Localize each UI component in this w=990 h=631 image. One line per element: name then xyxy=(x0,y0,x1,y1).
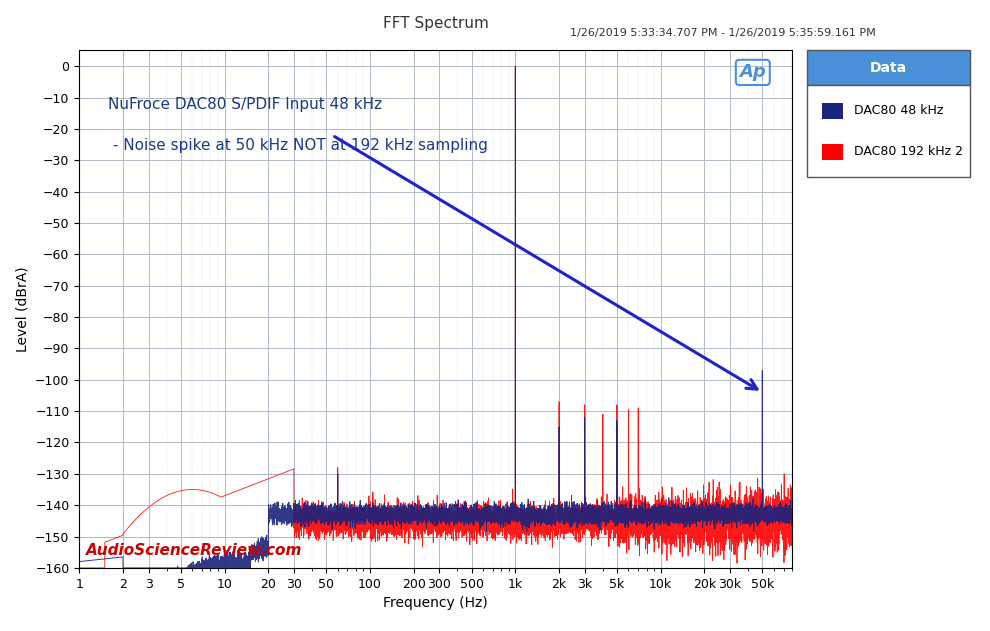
Text: Ap: Ap xyxy=(740,64,766,81)
Text: DAC80 192 kHz 2: DAC80 192 kHz 2 xyxy=(854,145,963,158)
Text: DAC80 48 kHz: DAC80 48 kHz xyxy=(854,104,943,117)
Y-axis label: Level (dBrA): Level (dBrA) xyxy=(16,266,30,352)
Text: NuFroce DAC80 S/PDIF Input 48 kHz: NuFroce DAC80 S/PDIF Input 48 kHz xyxy=(108,97,382,112)
Text: 1/26/2019 5:33:34.707 PM - 1/26/2019 5:35:59.161 PM: 1/26/2019 5:33:34.707 PM - 1/26/2019 5:3… xyxy=(570,28,875,38)
Text: - Noise spike at 50 kHz NOT at 192 kHz sampling: - Noise spike at 50 kHz NOT at 192 kHz s… xyxy=(108,138,488,153)
Text: Data: Data xyxy=(870,61,907,75)
Text: AudioScienceReview.com: AudioScienceReview.com xyxy=(86,543,303,558)
Text: FFT Spectrum: FFT Spectrum xyxy=(383,16,488,31)
X-axis label: Frequency (Hz): Frequency (Hz) xyxy=(383,596,488,610)
